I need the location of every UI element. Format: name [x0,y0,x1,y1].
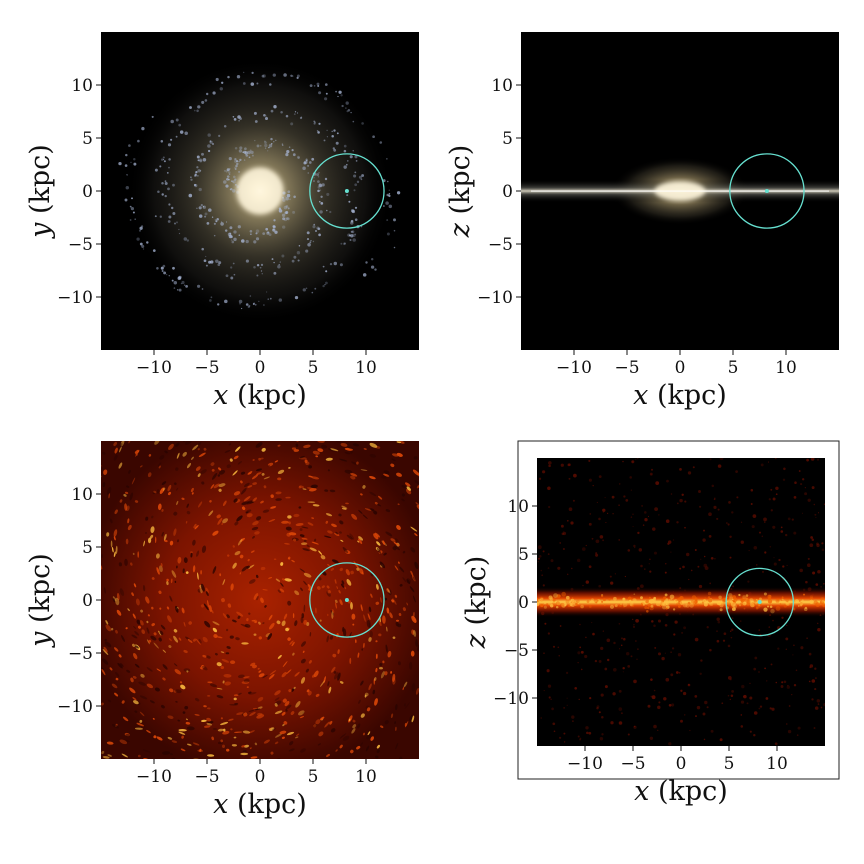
gas-halo-speckle [537,458,825,746]
gas-filaments [101,441,419,759]
x-tick-label: −10 [567,754,603,774]
x-tick-label: −5 [194,767,219,787]
x-tick-label: −10 [556,358,592,378]
sun-position-dot [757,600,762,604]
x-tick-label: −10 [136,767,172,787]
x-tick-label: 5 [308,767,319,787]
y-tick-label: −10 [57,697,93,717]
spiral-arm-stars [118,71,401,310]
y-tick-label: 5 [502,129,513,149]
y-tick-label: −5 [504,641,529,661]
x-tick-label: 0 [676,754,687,774]
x-tick-label: 5 [308,358,319,378]
panel-image [537,458,825,746]
y-tick-label: 0 [518,593,529,613]
x-tick-label: 0 [255,767,266,787]
y-tick-label: 10 [507,497,529,517]
y-tick-label: −10 [493,689,529,709]
y-tick-label: 10 [71,76,93,96]
panel-image [521,32,839,350]
x-tick-label: −5 [620,754,645,774]
x-tick-label: −5 [194,358,219,378]
y-tick-label: 10 [71,485,93,505]
solar-neighbourhood-circle [729,153,805,229]
x-axis-label: x (kpc) [213,380,307,411]
x-tick-label: 0 [675,358,686,378]
y-tick-label: 10 [491,76,513,96]
x-tick-label: 0 [255,358,266,378]
x-tick-label: 10 [775,358,797,378]
y-axis-label: y (kpc) [25,553,56,648]
panel-gas-face-on: −10 −5 0 5 10 10 5 0 −5 −10 x (kpc) y (kpc) [25,441,419,820]
x-axis-label: x (kpc) [633,380,727,411]
sun-position-dot [344,189,349,193]
y-axis-label: z (kpc) [445,145,476,239]
panel-gas-edge-on: −10 −5 0 5 10 10 5 0 −5 −10 x (kpc) z (kpc) [461,440,840,807]
galactic-bulge [236,167,284,215]
y-tick-label: 5 [518,545,529,565]
x-axis-label: x (kpc) [634,776,728,807]
solar-neighbourhood-circle [725,567,794,637]
x-tick-label: 10 [355,767,377,787]
y-tick-label: 0 [82,182,93,202]
y-tick-label: 5 [82,538,93,558]
x-tick-label: −5 [614,358,639,378]
panel-stars-face-on: −10 −5 0 5 10 10 5 0 −5 −10 x (kpc) y (kpc) [25,32,419,411]
x-tick-label: 10 [766,754,788,774]
y-tick-label: −5 [68,644,93,664]
panel-image [101,32,419,350]
x-tick-label: 5 [724,754,735,774]
y-tick-label: −10 [57,288,93,308]
gas-disk-clumps [537,591,825,614]
sun-position-dot [344,598,349,602]
y-axis-label: y (kpc) [25,144,56,239]
panels-layer: −10 −5 0 5 10 10 5 0 −5 −10 x (kpc) y (kpc) −10 −5 0 5 1… [25,32,840,820]
y-tick-label: −10 [477,288,513,308]
y-axis-label: z (kpc) [461,556,492,650]
y-tick-label: 5 [82,129,93,149]
x-tick-label: −10 [136,358,172,378]
sun-position-dot [764,189,769,193]
solar-neighbourhood-circle [309,562,385,638]
thin-disk-line [531,190,829,192]
panel-image [101,441,419,759]
solar-neighbourhood-circle [309,153,385,229]
y-tick-label: −5 [68,235,93,255]
y-tick-label: 0 [502,182,513,202]
y-tick-label: 0 [82,591,93,611]
x-axis-label: x (kpc) [213,789,307,820]
y-tick-label: −5 [488,235,513,255]
panel-stars-edge-on: −10 −5 0 5 10 10 5 0 −5 −10 x (kpc) z (kpc) [445,32,839,411]
x-tick-label: 5 [728,358,739,378]
x-tick-label: 10 [355,358,377,378]
